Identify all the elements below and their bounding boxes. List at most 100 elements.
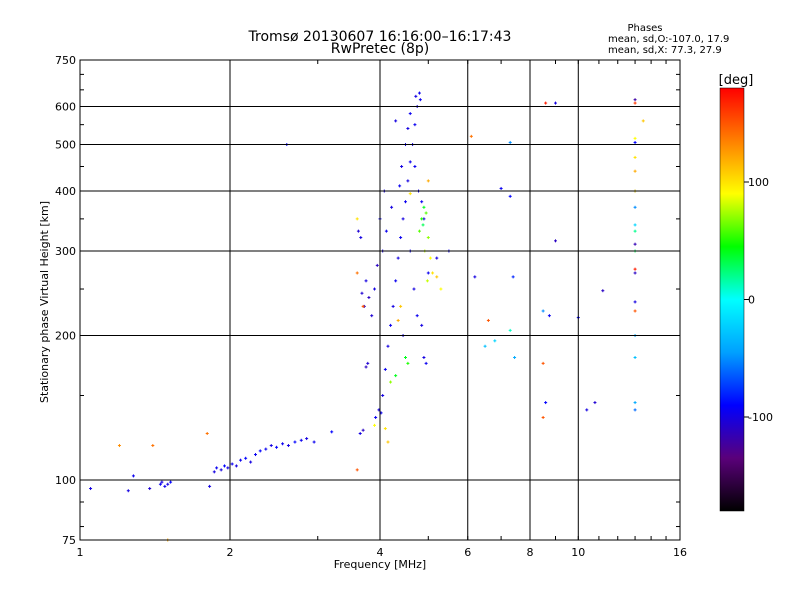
data-point: [414, 94, 418, 98]
data-point: [508, 140, 512, 144]
data-point: [547, 314, 551, 318]
data-point: [426, 271, 430, 275]
data-point: [394, 119, 398, 123]
data-point: [593, 401, 597, 405]
data-point: [275, 445, 279, 449]
data-point: [373, 287, 377, 291]
data-point: [585, 408, 589, 412]
data-point: [373, 423, 377, 427]
data-point: [431, 271, 435, 275]
data-point: [356, 229, 360, 233]
data-point: [406, 179, 410, 183]
data-point: [424, 361, 428, 365]
data-point: [417, 229, 421, 233]
data-point: [633, 408, 637, 412]
data-point: [633, 309, 637, 313]
y-tick-label: 75: [62, 534, 76, 547]
data-point: [511, 275, 515, 279]
data-point: [264, 447, 268, 451]
data-point: [633, 98, 637, 102]
data-point: [412, 287, 416, 291]
data-point: [389, 380, 393, 384]
data-point: [424, 211, 428, 215]
data-point: [381, 394, 385, 398]
data-point: [400, 164, 404, 168]
data-point: [364, 279, 368, 283]
data-point: [390, 205, 394, 209]
data-point: [633, 300, 637, 304]
data-point: [422, 205, 426, 209]
data-point: [421, 223, 425, 227]
data-point: [223, 464, 227, 468]
data-point: [391, 304, 395, 308]
data-point: [401, 217, 405, 221]
data-point: [420, 217, 424, 221]
data-point: [541, 361, 545, 365]
data-point: [330, 430, 334, 434]
data-point: [435, 275, 439, 279]
data-point: [428, 256, 432, 260]
data-point: [370, 314, 374, 318]
y-tick-label: 500: [55, 139, 76, 152]
x-axis-ticks: 1 2 4 6 8 10 16: [77, 60, 687, 559]
y-tick-label: 200: [55, 330, 76, 343]
data-point: [394, 374, 398, 378]
data-point: [305, 437, 309, 441]
colorbar-tick-label: 100: [748, 176, 769, 189]
data-point: [394, 279, 398, 283]
data-point: [258, 449, 262, 453]
data-point: [160, 480, 164, 484]
data-point: [633, 169, 637, 173]
data-point: [420, 323, 424, 327]
data-point: [226, 466, 230, 470]
data-point: [406, 126, 410, 130]
data-point: [281, 442, 285, 446]
data-point: [403, 200, 407, 204]
data-point: [367, 296, 371, 300]
data-point: [234, 464, 238, 468]
data-point: [425, 279, 429, 283]
data-point: [293, 440, 297, 444]
colorbar-ticks: 100 0 -100: [744, 176, 773, 424]
data-point: [383, 427, 387, 431]
plot-points: [89, 91, 645, 542]
data-point: [403, 355, 407, 359]
data-point: [499, 186, 503, 190]
data-point: [386, 440, 390, 444]
data-point: [399, 236, 403, 240]
data-point: [355, 271, 359, 275]
data-point: [553, 101, 557, 105]
data-point: [148, 487, 152, 491]
data-point: [426, 179, 430, 183]
x-tick-label: 10: [571, 546, 585, 559]
data-point: [415, 314, 419, 318]
legend-title: Phases: [627, 23, 662, 34]
x-tick-label: 8: [527, 546, 534, 559]
data-point: [286, 444, 290, 448]
data-point: [396, 256, 400, 260]
data-point: [633, 242, 637, 246]
data-point: [366, 361, 370, 365]
data-point: [633, 267, 637, 271]
data-point: [361, 304, 365, 308]
data-point: [406, 361, 410, 365]
data-point: [389, 323, 393, 327]
data-point: [439, 287, 443, 291]
data-point: [359, 236, 363, 240]
data-point: [486, 318, 490, 322]
y-axis-label: Stationary phase Virtual Height [km]: [38, 201, 51, 403]
data-point: [641, 119, 645, 123]
legend-line-x: mean, sd,X: 77.3, 27.9: [608, 45, 722, 56]
y-tick-label: 400: [55, 185, 76, 198]
x-tick-label: 6: [464, 546, 471, 559]
data-point: [126, 489, 130, 493]
data-point: [426, 236, 430, 240]
data-point: [633, 136, 637, 140]
data-point: [633, 205, 637, 209]
data-point: [541, 415, 545, 419]
x-tick-label: 2: [227, 546, 234, 559]
data-point: [417, 91, 421, 95]
x-axis-label: Frequency [MHz]: [334, 558, 426, 571]
data-point: [513, 355, 517, 359]
